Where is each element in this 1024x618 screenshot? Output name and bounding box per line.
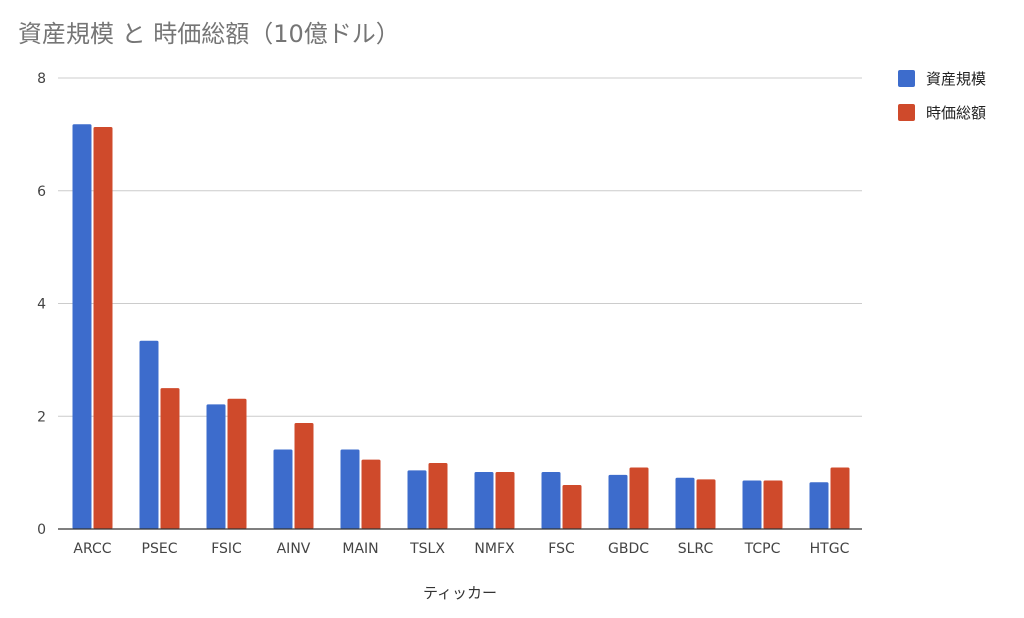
bar-assets-tslx[interactable]: [407, 470, 427, 529]
x-tick-label: MAIN: [342, 541, 378, 557]
bar-group-tslx: [407, 463, 448, 529]
gridlines: [58, 77, 862, 417]
bar-assets-htgc[interactable]: [809, 482, 829, 529]
y-tick-label: 0: [37, 522, 46, 538]
bar-group-arcc: [72, 124, 113, 529]
bar-group-nmfx: [474, 472, 515, 529]
y-tick-label: 4: [37, 297, 46, 313]
bar-group-fsc: [541, 472, 582, 529]
bar-market-cap-arcc[interactable]: [93, 127, 113, 529]
legend-swatch: [898, 104, 915, 121]
bar-market-cap-htgc[interactable]: [830, 467, 850, 529]
chart-title: 資産規模 と 時価総額（10億ドル）: [18, 20, 400, 48]
x-tick-label: TSLX: [409, 541, 445, 557]
bar-assets-fsic[interactable]: [206, 404, 226, 529]
bar-group-main: [340, 449, 381, 529]
bar-group-htgc: [809, 467, 850, 529]
legend-label: 資産規模: [926, 70, 986, 88]
bar-assets-psec[interactable]: [139, 340, 159, 529]
bars: [72, 124, 850, 529]
bar-group-slrc: [675, 477, 716, 529]
x-tick-label: PSEC: [142, 541, 178, 557]
bar-assets-arcc[interactable]: [72, 124, 92, 529]
x-tick-label: ARCC: [73, 541, 111, 557]
y-tick-label: 2: [37, 409, 46, 425]
bar-market-cap-psec[interactable]: [160, 388, 180, 529]
x-axis-ticks: ARCC PSEC FSIC AINV MAIN TSLX NMFX FSC GBDC SLRC T…: [73, 541, 849, 557]
bar-assets-nmfx[interactable]: [474, 472, 494, 529]
y-tick-label: 6: [37, 184, 46, 200]
x-tick-label: TCPC: [744, 541, 781, 557]
bar-market-cap-ainv[interactable]: [294, 423, 314, 529]
legend-label: 時価総額: [926, 104, 986, 122]
x-tick-label: HTGC: [810, 541, 850, 557]
x-tick-label: FSIC: [211, 541, 242, 557]
bar-assets-tcpc[interactable]: [742, 480, 762, 529]
bar-market-cap-main[interactable]: [361, 459, 381, 529]
x-tick-label: AINV: [277, 541, 311, 557]
x-axis-title: ティッカー: [423, 584, 497, 602]
bar-market-cap-tcpc[interactable]: [763, 480, 783, 529]
bar-market-cap-nmfx[interactable]: [495, 472, 515, 529]
legend-item-assets[interactable]: 資産規模: [898, 70, 986, 88]
bar-group-psec: [139, 340, 180, 529]
bar-assets-gbdc[interactable]: [608, 474, 628, 529]
x-tick-label: NMFX: [474, 541, 515, 557]
bar-assets-main[interactable]: [340, 449, 360, 529]
bar-market-cap-fsc[interactable]: [562, 485, 582, 529]
x-tick-label: FSC: [548, 541, 575, 557]
bar-assets-slrc[interactable]: [675, 477, 695, 529]
bar-group-fsic: [206, 398, 247, 529]
x-tick-label: SLRC: [678, 541, 714, 557]
legend-swatch: [898, 70, 915, 87]
y-axis-ticks: 0 2 4 6 8: [37, 71, 46, 538]
bar-group-ainv: [273, 423, 314, 529]
bar-market-cap-tslx[interactable]: [428, 463, 448, 529]
x-tick-label: GBDC: [608, 541, 649, 557]
y-tick-label: 8: [37, 71, 46, 87]
bar-group-tcpc: [742, 480, 783, 529]
bar-assets-ainv[interactable]: [273, 449, 293, 529]
bar-market-cap-gbdc[interactable]: [629, 467, 649, 529]
bar-group-gbdc: [608, 467, 649, 529]
bar-market-cap-slrc[interactable]: [696, 479, 716, 529]
bar-assets-fsc[interactable]: [541, 472, 561, 529]
bar-market-cap-fsic[interactable]: [227, 398, 247, 529]
legend-item-market-cap[interactable]: 時価総額: [898, 104, 986, 122]
